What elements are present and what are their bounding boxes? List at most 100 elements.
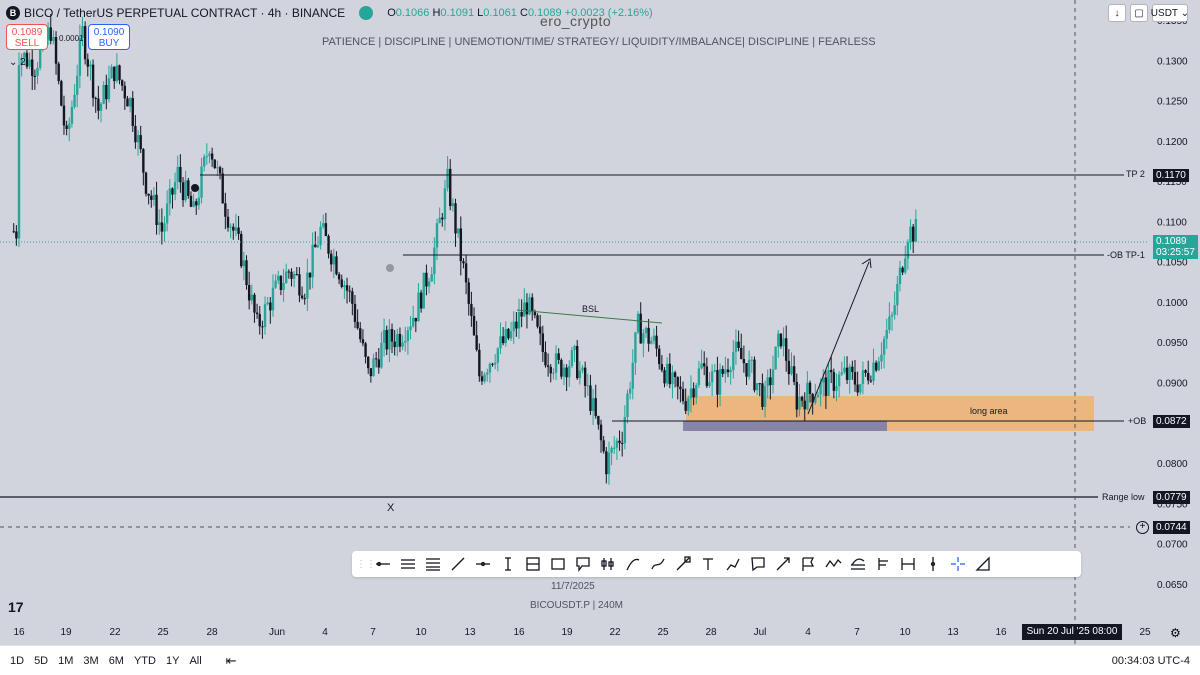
range-1y-button[interactable]: 1Y xyxy=(165,654,180,667)
bottom-toolbar: 1D 5D 1M 3M 6M YTD 1Y All ⇤ 00:34:03 UTC-4 xyxy=(0,645,1200,675)
pitchfork-icon[interactable] xyxy=(870,553,895,575)
tradingview-logo-icon[interactable]: 17 xyxy=(8,599,24,615)
callout-icon[interactable] xyxy=(570,553,595,575)
candle-body xyxy=(671,372,674,385)
horizontal-ray-icon[interactable] xyxy=(370,553,395,575)
candle-body xyxy=(557,353,560,360)
add-alert-icon[interactable]: + xyxy=(1136,521,1149,534)
range-1m-button[interactable]: 1M xyxy=(58,654,74,667)
candle-body xyxy=(81,26,84,38)
range-5d-button[interactable]: 5D xyxy=(34,654,49,667)
candle-body xyxy=(139,135,142,150)
ray-icon[interactable] xyxy=(470,553,495,575)
time-axis[interactable]: 16 19 22 25 28 Jun 4 7 10 13 16 19 22 25 28 Jul 4 7 10 13 16… xyxy=(0,620,1200,644)
candle-body xyxy=(758,383,761,385)
drag-handle-icon[interactable]: ⋮⋮ xyxy=(356,558,376,570)
vertical-line-icon[interactable] xyxy=(920,553,945,575)
candle-body xyxy=(105,84,108,100)
candle-body xyxy=(586,385,589,387)
candle-body xyxy=(824,377,828,396)
candle-body xyxy=(800,396,804,401)
download-icon[interactable]: ↓ xyxy=(1108,4,1126,22)
range-6m-button[interactable]: 6M xyxy=(108,654,124,667)
zigzag-icon[interactable] xyxy=(820,553,845,575)
candle-body xyxy=(184,180,187,201)
range-3m-button[interactable]: 3M xyxy=(83,654,99,667)
clock-marker-icon[interactable] xyxy=(386,264,394,272)
candle-body xyxy=(54,36,58,64)
crosshair-icon[interactable] xyxy=(945,553,970,575)
candle-body xyxy=(882,338,886,355)
candle-body xyxy=(295,274,298,276)
candle-body xyxy=(443,188,447,220)
settings-gear-icon[interactable]: ⚙ xyxy=(1170,626,1181,640)
long-area-label: long area xyxy=(970,406,1008,416)
candle-body xyxy=(147,193,150,196)
date-range-icon[interactable] xyxy=(895,553,920,575)
anchor-icon[interactable] xyxy=(970,553,995,575)
candle-body xyxy=(284,271,288,284)
candle-body xyxy=(478,349,481,377)
candle-body xyxy=(179,166,182,183)
candle-body xyxy=(73,94,76,107)
long-position-icon[interactable] xyxy=(595,553,620,575)
parallel-channel-icon[interactable] xyxy=(395,553,420,575)
marker-icon[interactable] xyxy=(670,553,695,575)
y-axis-tick: 0.0900 xyxy=(1157,378,1188,389)
candle-body xyxy=(107,78,111,100)
bsl-line[interactable] xyxy=(516,309,663,324)
candle-body xyxy=(208,153,211,157)
fib-tool-icon[interactable] xyxy=(520,553,545,575)
curve-icon[interactable] xyxy=(620,553,645,575)
candle-body xyxy=(626,393,629,418)
x-axis-tick: Jul xyxy=(753,627,767,638)
text-cursor-icon[interactable] xyxy=(495,553,520,575)
text-icon[interactable] xyxy=(695,553,720,575)
candle-body xyxy=(840,372,843,375)
ohlc-values: O0.1066 H0.1091 L0.1061 C0.1089 +0.0023 … xyxy=(387,7,653,19)
candle-body xyxy=(867,372,870,381)
alert-marker-icon[interactable] xyxy=(191,184,199,192)
candle-body xyxy=(200,166,203,198)
candle-body xyxy=(554,353,558,373)
indicator-count[interactable]: ⌄ 2 xyxy=(9,57,26,68)
range-all-button[interactable]: All xyxy=(189,654,202,667)
candle-body xyxy=(247,285,251,301)
status-dot-icon[interactable] xyxy=(359,6,374,20)
comment-icon[interactable] xyxy=(745,553,770,575)
buy-button[interactable]: 0.1090 BUY xyxy=(88,24,130,50)
target-arrow[interactable] xyxy=(807,261,870,415)
brush-icon[interactable] xyxy=(645,553,670,575)
rectangle-icon[interactable] xyxy=(545,553,570,575)
candle-body xyxy=(245,260,248,286)
sell-button[interactable]: 0.1089 SELL xyxy=(6,24,48,50)
candle-body xyxy=(31,59,34,76)
candle-body xyxy=(404,341,407,343)
currency-select[interactable]: USDT ⌄ xyxy=(1151,4,1189,22)
trend-line-icon[interactable] xyxy=(445,553,470,575)
x-axis-tick: 16 xyxy=(995,627,1007,638)
candle-body xyxy=(890,314,894,317)
y-axis-tick: 0.1250 xyxy=(1157,97,1188,108)
candle-body xyxy=(639,313,642,344)
candle-body xyxy=(687,398,690,411)
candle-body xyxy=(845,367,849,381)
flag-icon[interactable] xyxy=(795,553,820,575)
range-1d-button[interactable]: 1D xyxy=(10,654,25,667)
candle-body xyxy=(695,385,698,398)
symbol-title[interactable]: BICO / TetherUS PERPETUAL CONTRACT · 4h … xyxy=(24,6,346,20)
y-axis-tick: 0.1300 xyxy=(1157,56,1188,67)
candle-body xyxy=(393,341,396,348)
x-axis-tick: 25 xyxy=(1139,627,1151,638)
candle-body xyxy=(160,222,164,232)
multi-line-icon[interactable] xyxy=(420,553,445,575)
arrow-icon[interactable] xyxy=(770,553,795,575)
path-icon[interactable] xyxy=(720,553,745,575)
ob-price-tag: 0.0872 xyxy=(1153,415,1190,428)
date-range-icon[interactable]: ⇤ xyxy=(225,652,237,668)
screenshot-icon[interactable]: ▢ xyxy=(1130,4,1148,22)
measure-multi-icon[interactable] xyxy=(845,553,870,575)
candle-body xyxy=(60,81,63,106)
range-ytd-button[interactable]: YTD xyxy=(133,654,156,667)
